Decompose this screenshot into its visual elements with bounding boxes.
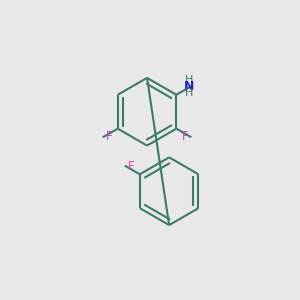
Text: N: N (184, 80, 194, 93)
Text: F: F (106, 130, 113, 143)
Text: F: F (182, 130, 188, 143)
Text: F: F (128, 160, 135, 173)
Text: H: H (184, 75, 193, 85)
Text: H: H (184, 88, 193, 98)
